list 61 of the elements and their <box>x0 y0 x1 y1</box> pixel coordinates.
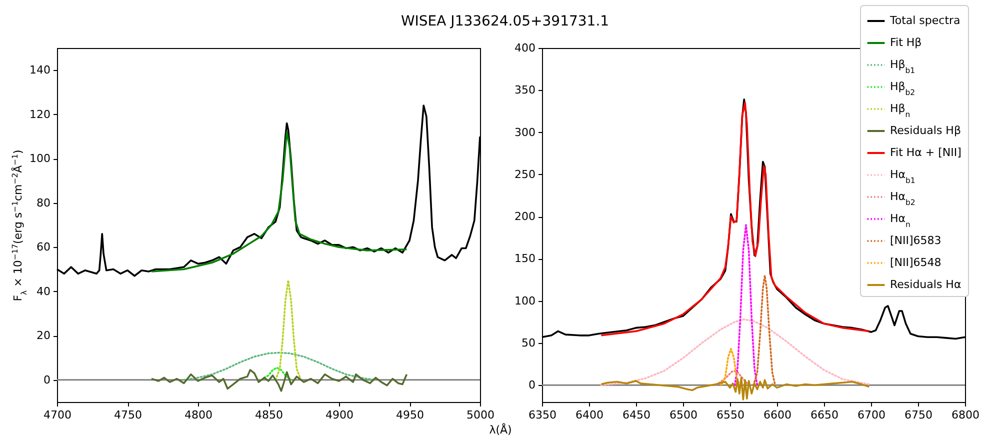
line-series <box>183 352 376 381</box>
y-tick-label: 140 <box>30 64 50 77</box>
line-series <box>150 131 408 272</box>
line-series <box>150 369 408 392</box>
y-tick-label: 200 <box>514 210 536 224</box>
chart-title: WISEA J133624.05+391731.1 <box>400 13 610 30</box>
text: Hβ$_{n}$ <box>890 102 910 118</box>
y-tick-label: 50 <box>522 336 536 350</box>
legend-label: Hα$_{b1}$ <box>890 168 916 184</box>
legend-label: Hα$_{n}$ <box>890 212 911 228</box>
y-tick-label: 300 <box>514 126 536 139</box>
line-series <box>720 348 740 386</box>
text: Hβ$_{b2}$ <box>890 80 916 96</box>
y-tick-label: 100 <box>514 294 536 308</box>
line-series <box>600 318 870 386</box>
line-series <box>600 376 870 400</box>
legend-label: [NII]6548 <box>890 256 942 269</box>
text: Residuals Hβ <box>890 124 961 137</box>
y-tick-label: 0 <box>44 373 50 386</box>
y-tick-label: 0 <box>528 378 536 392</box>
x-tick-label: 6450 <box>622 408 650 422</box>
x-tick-label: 6600 <box>764 408 792 422</box>
legend-label: [NII]6583 <box>890 234 942 247</box>
y-tick-label: 20 <box>36 329 50 342</box>
text: Fit Hβ <box>890 36 922 49</box>
y-tick-label: 150 <box>514 252 536 266</box>
legend-label: Fit Hα + [NII] <box>890 146 962 159</box>
text: Hβ$_{b1}$ <box>890 58 916 74</box>
text: Total spectra <box>890 14 960 27</box>
x-tick-label: 4700 <box>44 408 72 422</box>
x-tick-label: 6650 <box>810 408 838 422</box>
x-tick-label: 6350 <box>528 408 556 422</box>
x-tick-label: 6550 <box>716 408 744 422</box>
y-tick-label: 100 <box>30 152 50 166</box>
x-tick-label: 6750 <box>904 408 932 422</box>
legend-label: Hα$_{b2}$ <box>890 190 916 206</box>
x-tick-label: 6800 <box>952 408 980 422</box>
x-tick-label: 6500 <box>670 408 698 422</box>
x-tick-label: 6400 <box>576 408 604 422</box>
line-series <box>715 370 750 386</box>
x-tick-label: 4850 <box>255 408 283 422</box>
x-axis-title: λ(Å) <box>489 422 512 436</box>
x-tick-label: 4950 <box>396 408 424 422</box>
y-tick-label: 40 <box>36 284 50 298</box>
x-tick-label: 4750 <box>114 408 142 422</box>
y-tick-label: 400 <box>514 42 536 54</box>
x-tick-label: 5000 <box>466 408 494 422</box>
y-tick-label: 60 <box>36 240 50 254</box>
x-tick-label: 6700 <box>858 408 886 422</box>
y-tick-label: 120 <box>30 108 50 121</box>
line-series <box>274 279 302 381</box>
y-tick-label: 80 <box>36 196 50 210</box>
line-series <box>600 102 870 336</box>
x-tick-label: 4900 <box>326 408 354 422</box>
legend-label: Residuals Hα <box>890 278 962 291</box>
y-tick-label: 350 <box>514 84 536 97</box>
line-series <box>734 224 758 386</box>
line-series <box>752 274 776 386</box>
y-tick-label: 250 <box>514 168 536 181</box>
x-tick-label: 4800 <box>184 408 212 422</box>
line-series <box>263 366 292 381</box>
